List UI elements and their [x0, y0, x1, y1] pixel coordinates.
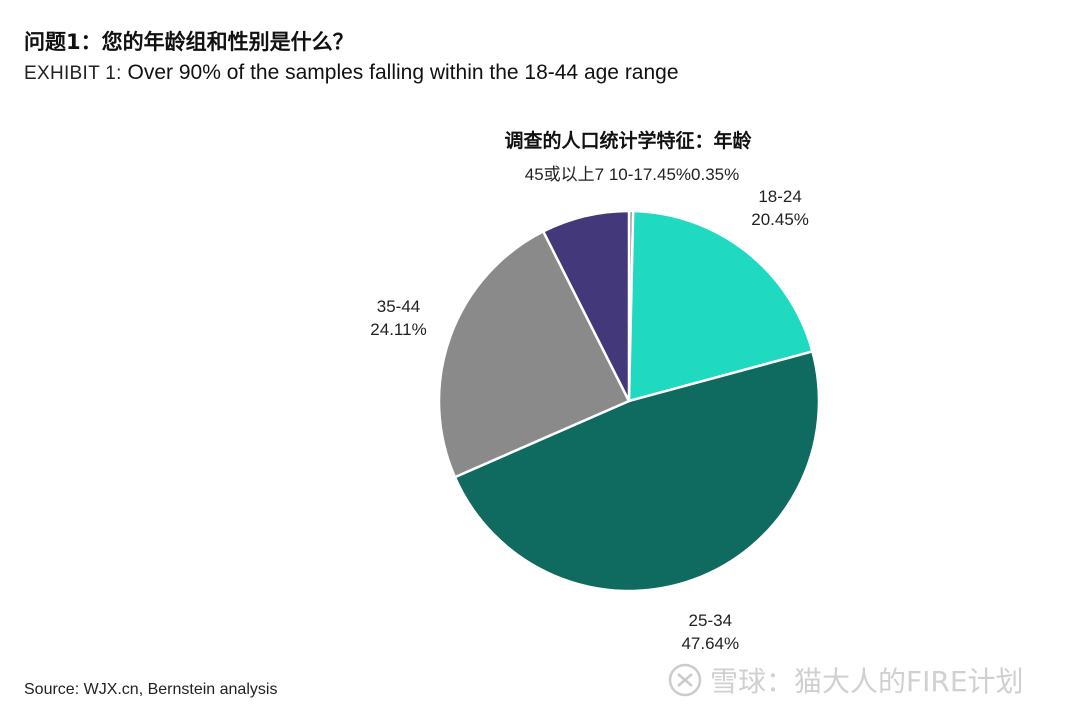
- chart-title: 调查的人口统计学特征：年龄: [504, 130, 752, 152]
- pie-slice-18-24: [627, 209, 814, 403]
- snowball-logo-icon: [668, 663, 702, 697]
- slice-value-label: 24.11%: [370, 320, 426, 339]
- pie-slices: [437, 209, 821, 593]
- pie-slice-35-44: [437, 230, 631, 479]
- slice-category-label: 25-34: [689, 611, 732, 630]
- exhibit-title: Over 90% of the samples falling within t…: [127, 61, 679, 84]
- pie-slice-25-34: [453, 350, 821, 593]
- source-note: Source: WJX.cn, Bernstein analysis: [24, 681, 278, 698]
- slice-category-label: 18-24: [758, 187, 801, 206]
- watermark: 雪球：猫大人的FIRE计划: [668, 660, 1024, 700]
- watermark-text: 雪球：猫大人的FIRE计划: [710, 665, 1024, 698]
- exhibit-heading: EXHIBIT 1: Over 90% of the samples falli…: [24, 61, 679, 85]
- top-small-slices-label: 45或以上7 10-17.45%0.35%: [525, 165, 740, 184]
- slice-value-label: 47.64%: [681, 634, 739, 653]
- pie-slice-45或以上: [542, 209, 631, 403]
- slice-category-label: 35-44: [377, 297, 420, 316]
- question-heading: 问题1：您的年龄组和性别是什么？: [24, 30, 354, 54]
- slice-labels: 18-24 20.45% 25-34 47.64% 35-44 24.11%: [370, 187, 809, 653]
- slice-value-label: 20.45%: [751, 210, 809, 229]
- exhibit-prefix: EXHIBIT 1:: [24, 63, 122, 84]
